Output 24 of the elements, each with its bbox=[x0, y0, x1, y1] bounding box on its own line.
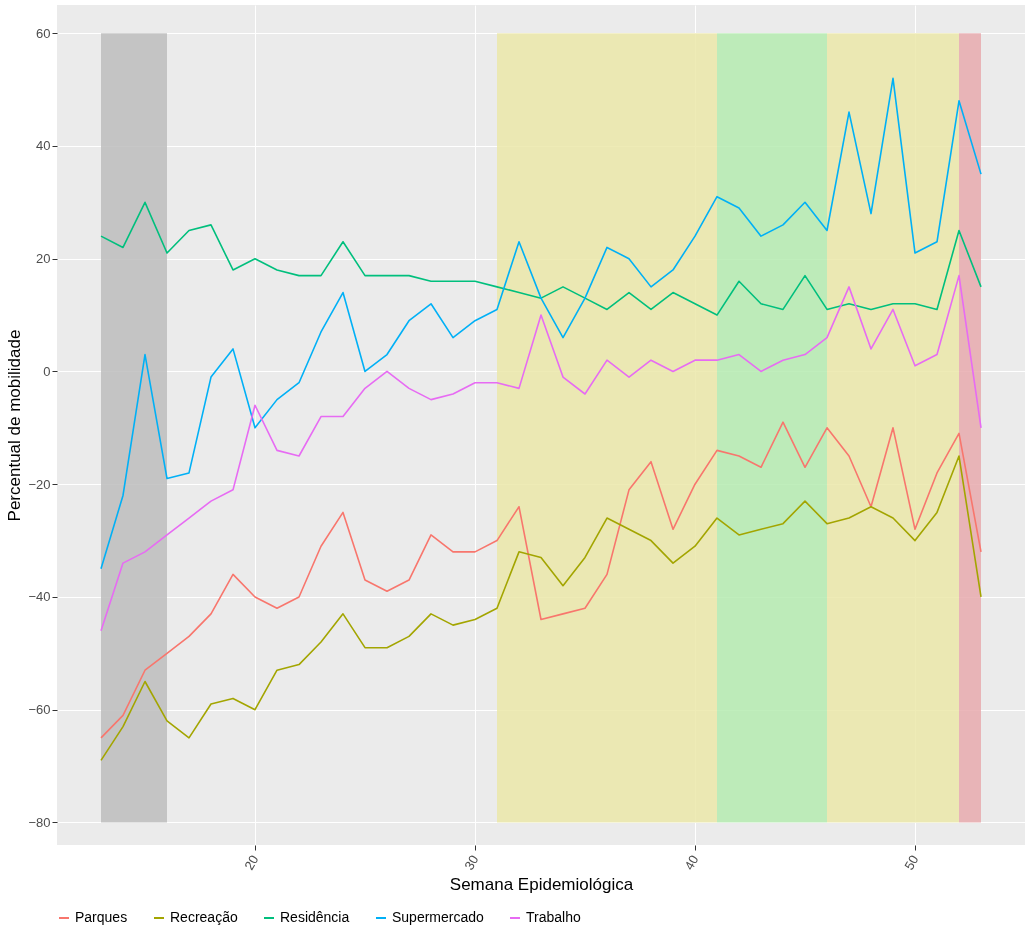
line-series bbox=[100, 201, 982, 316]
y-tick-label: 20 bbox=[36, 251, 51, 267]
x-axis-title: Semana Epidemiológica bbox=[449, 874, 634, 894]
y-tick-label: −40 bbox=[28, 589, 51, 605]
line-series bbox=[100, 455, 982, 762]
x-tick-label: 50 bbox=[901, 852, 922, 873]
legend-label: Recreação bbox=[170, 909, 238, 925]
y-tick-label: −60 bbox=[28, 702, 51, 718]
line-series bbox=[100, 421, 982, 739]
x-tick-label: 20 bbox=[241, 852, 262, 873]
y-axis-title: Percentual de mobilidade bbox=[5, 329, 25, 522]
x-tick-label: 30 bbox=[461, 852, 482, 873]
legend-label: Trabalho bbox=[526, 909, 581, 925]
y-tick-label: 40 bbox=[36, 138, 51, 154]
legend-label: Supermercado bbox=[392, 909, 485, 925]
y-tick-label: −20 bbox=[28, 476, 51, 492]
legend-label: Parques bbox=[75, 909, 128, 925]
x-tick-label: 40 bbox=[681, 852, 702, 873]
y-tick-label: 60 bbox=[36, 25, 51, 41]
legend-label: Residência bbox=[280, 909, 350, 925]
y-tick-label: 0 bbox=[43, 363, 51, 379]
line-series bbox=[100, 274, 982, 632]
line-series bbox=[100, 77, 982, 570]
y-tick-label: −80 bbox=[28, 814, 51, 830]
